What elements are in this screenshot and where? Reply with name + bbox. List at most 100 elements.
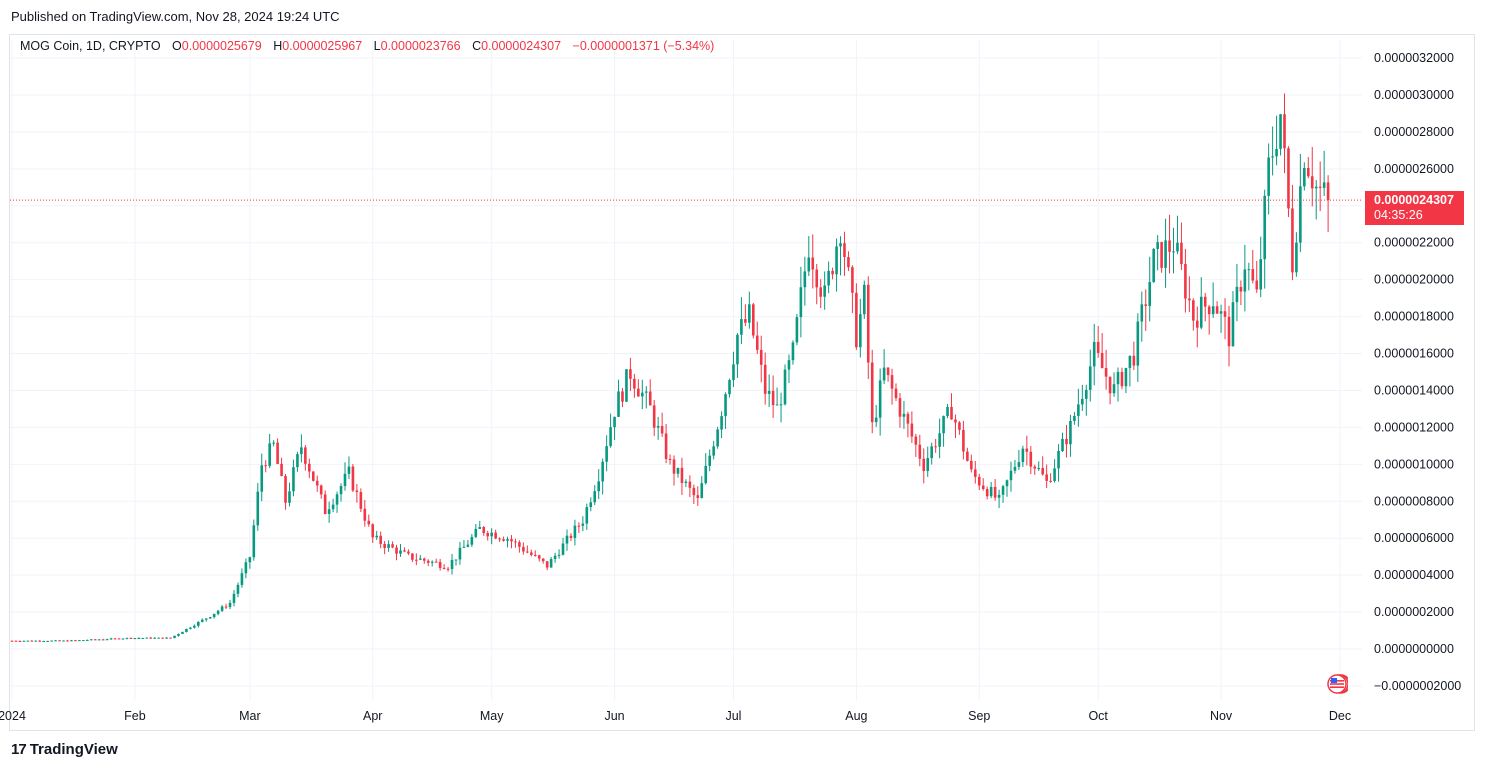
candle-body xyxy=(1120,371,1124,387)
y-tick-label: 0.0000002000 xyxy=(1374,605,1454,619)
candle-body xyxy=(14,640,18,642)
candle-body xyxy=(530,552,533,555)
candle-body xyxy=(228,602,232,607)
candle-body xyxy=(1207,306,1211,315)
candle-body xyxy=(1081,398,1084,405)
candle-body xyxy=(145,637,149,639)
candle-body xyxy=(272,442,275,444)
candle-body xyxy=(1318,186,1322,188)
candle-body xyxy=(1053,468,1056,482)
legend-open: 0.0000025679 xyxy=(181,39,262,53)
candle-body xyxy=(268,443,271,466)
candle-body xyxy=(1112,384,1116,394)
candle-body xyxy=(1259,259,1263,290)
candle-body xyxy=(621,391,624,402)
candle-body xyxy=(946,406,949,417)
candle-body xyxy=(395,547,398,554)
candle-body xyxy=(304,447,307,464)
candle-body xyxy=(1077,404,1080,416)
candle-body xyxy=(510,539,513,542)
candle-body xyxy=(1235,286,1239,303)
candle-body xyxy=(633,378,636,389)
candle-body xyxy=(732,364,735,381)
candle-body xyxy=(1184,264,1187,299)
candle-body xyxy=(323,494,327,514)
candle-body xyxy=(157,637,160,639)
x-tick-label: Feb xyxy=(124,709,146,723)
candle-body xyxy=(141,638,145,640)
candle-body xyxy=(197,621,200,626)
candle-body xyxy=(1295,242,1298,273)
candle-body xyxy=(839,243,842,247)
candle-body xyxy=(165,637,168,639)
x-tick-label: Jul xyxy=(725,709,741,723)
symbol-legend: MOG Coin, 1D, CRYPTO O0.0000025679 H0.00… xyxy=(20,39,714,53)
candle-body xyxy=(779,404,783,406)
y-tick-label: 0.0000018000 xyxy=(1374,310,1454,324)
candle-body xyxy=(573,525,577,538)
candle-body xyxy=(1199,296,1203,328)
candle-body xyxy=(347,466,351,474)
candle-body xyxy=(644,391,648,393)
candle-body xyxy=(117,638,121,640)
candle-body xyxy=(966,451,969,461)
candle-body xyxy=(759,349,763,365)
candle-body xyxy=(240,573,244,585)
tradingview-logo-mark: 17 xyxy=(11,741,27,758)
y-tick-label: 0.0000004000 xyxy=(1374,568,1454,582)
candle-body xyxy=(177,633,180,636)
candle-body xyxy=(993,486,997,498)
candle-body xyxy=(1164,240,1167,268)
candle-body xyxy=(359,492,363,509)
price-axis: 0.0000032000 0.0000030000 0.0000028000 0.00… xyxy=(1374,51,1461,693)
candle-body xyxy=(914,436,918,445)
y-tick-label: 0.0000016000 xyxy=(1374,347,1454,361)
candle-body xyxy=(506,539,509,541)
candle-body xyxy=(545,561,549,568)
candle-body xyxy=(1017,462,1021,467)
x-tick-label: Dec xyxy=(1329,709,1351,723)
candle-body xyxy=(1009,470,1013,481)
chart-frame xyxy=(9,34,1475,731)
candle-body xyxy=(1243,269,1247,292)
candle-body xyxy=(625,369,628,402)
candle-body xyxy=(1148,282,1152,306)
candle-body xyxy=(585,507,589,524)
candle-body xyxy=(407,551,410,554)
candle-body xyxy=(82,640,85,642)
candle-body xyxy=(740,319,743,335)
candle-body xyxy=(391,544,394,548)
candle-body xyxy=(533,554,537,556)
candle-body xyxy=(109,638,113,640)
us-flag-icon[interactable] xyxy=(1326,673,1348,695)
candle-body xyxy=(862,284,866,315)
candle-body xyxy=(403,550,406,552)
candle-body xyxy=(1267,157,1270,196)
candle-body xyxy=(1001,486,1005,495)
candle-body xyxy=(958,422,961,430)
candle-body xyxy=(1029,451,1033,467)
tradingview-logo[interactable]: 17 TradingView xyxy=(11,741,118,758)
candle-body xyxy=(898,398,902,417)
candle-body xyxy=(1192,300,1195,321)
x-tick-label: Oct xyxy=(1088,709,1108,723)
candle-body xyxy=(652,405,656,428)
candle-body xyxy=(938,433,941,447)
candle-body xyxy=(700,483,704,498)
x-tick-label: Sep xyxy=(968,709,990,723)
candle-body xyxy=(981,485,985,490)
candle-body xyxy=(1005,480,1009,487)
candle-body xyxy=(771,390,775,406)
candle-body xyxy=(902,413,906,417)
candle-body xyxy=(1124,368,1128,387)
candle-body xyxy=(363,508,367,521)
candle-body xyxy=(1160,242,1163,268)
candle-body xyxy=(450,559,454,570)
candle-body xyxy=(807,257,811,272)
candle-body xyxy=(514,541,517,543)
candle-body xyxy=(351,466,355,491)
candle-body xyxy=(200,619,204,622)
candle-body xyxy=(137,638,141,640)
y-tick-label: 0.0000020000 xyxy=(1374,273,1454,287)
